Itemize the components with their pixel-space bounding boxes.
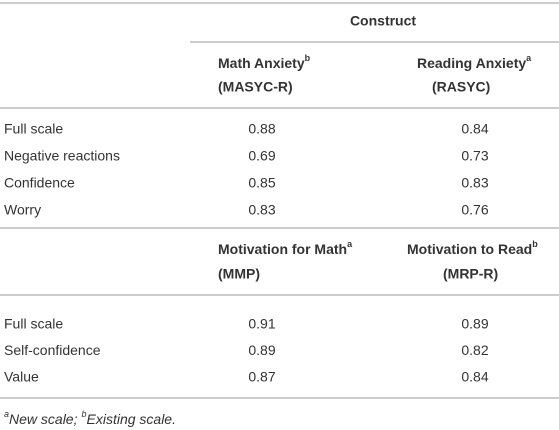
cell-value: 0.87: [248, 369, 275, 385]
cell-value: 0.91: [248, 316, 275, 332]
footnote-text: New scale;: [9, 411, 78, 427]
cell-value: 0.69: [248, 148, 275, 164]
superscript: a: [526, 53, 532, 63]
column-subheader: (MMP): [218, 266, 260, 282]
column-subheader: (RASYC): [432, 79, 490, 95]
cell-value: 0.83: [461, 175, 488, 191]
row-label: Full scale: [4, 121, 63, 137]
row-label: Negative reactions: [4, 148, 120, 164]
column-subheader: (MRP-R): [443, 266, 498, 282]
superscript: a: [347, 239, 353, 249]
cell-value: 0.88: [248, 121, 275, 137]
column-header-text: Reading Anxiety: [417, 55, 526, 71]
cell-value: 0.73: [461, 148, 488, 164]
column-header: Reading Anxietya: [417, 53, 532, 70]
row-label: Self-confidence: [4, 342, 101, 358]
superscript: a: [4, 409, 9, 419]
column-header-text: Motivation to Read: [407, 241, 532, 257]
cell-value: 0.89: [461, 316, 488, 332]
cell-value: 0.76: [461, 202, 488, 218]
column-subheader: (MASYC-R): [218, 79, 293, 95]
superscript: b: [532, 239, 538, 249]
column-header: Math Anxietyb: [218, 53, 311, 70]
column-header: Motivation for Matha: [218, 239, 353, 256]
superscript: b: [305, 53, 311, 63]
construct-header: Construct: [350, 13, 416, 29]
row-label: Full scale: [4, 316, 63, 332]
footnote-text: Existing scale.: [87, 411, 176, 427]
cell-value: 0.84: [461, 121, 488, 137]
cell-value: 0.89: [248, 342, 275, 358]
column-header-text: Math Anxiety: [218, 55, 305, 71]
cell-value: 0.85: [248, 175, 275, 191]
column-header: Motivation to Readb: [407, 239, 538, 256]
superscript: b: [81, 409, 86, 419]
cell-value: 0.84: [461, 369, 488, 385]
row-label: Worry: [4, 202, 41, 218]
row-label: Value: [4, 369, 39, 385]
cell-value: 0.82: [461, 342, 488, 358]
row-label: Confidence: [4, 175, 75, 191]
cell-value: 0.83: [248, 202, 275, 218]
footnote: aNew scale; bExisting scale.: [4, 409, 176, 426]
column-header-text: Motivation for Math: [218, 241, 347, 257]
